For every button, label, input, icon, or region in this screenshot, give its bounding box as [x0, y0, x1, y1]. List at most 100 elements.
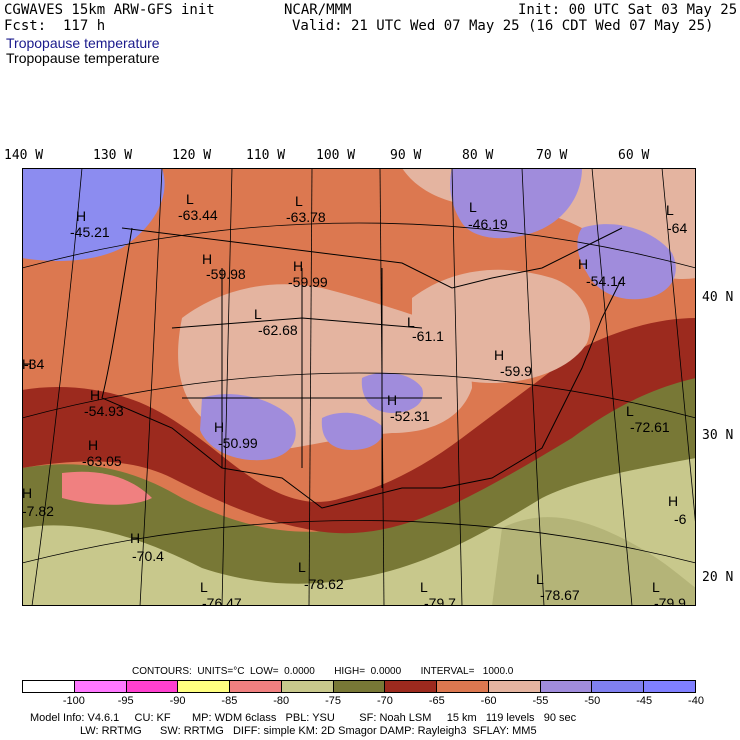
lat-label: 40 N	[702, 290, 734, 305]
extremum-letter: H	[494, 347, 504, 363]
extremum-letter: H	[578, 256, 588, 272]
colorbar-tick-label: -85	[221, 695, 238, 707]
extremum-letter: L	[295, 193, 303, 209]
blue-region	[22, 168, 165, 261]
colorbar-tick-label: -90	[169, 695, 186, 707]
contour-info: CONTOURS: UNITS=°C LOW= 0.0000 HIGH= 0.0…	[132, 666, 514, 677]
extremum-value: -46.19	[468, 216, 508, 232]
colorbar-swatch	[281, 681, 334, 692]
extremum-letter: L	[200, 579, 208, 595]
lavender-region	[321, 412, 383, 450]
extremum-letter: H	[214, 419, 224, 435]
extremum-letter: H	[22, 356, 32, 372]
colorbar-tick-label: -65	[428, 695, 445, 707]
colorbar-swatch	[23, 681, 75, 692]
colorbar-swatch	[178, 681, 231, 692]
extremum-value: -64	[667, 220, 687, 236]
colorbar-swatch	[230, 681, 282, 692]
extremum-value: -63.05	[82, 453, 122, 469]
extremum-letter: H	[76, 208, 86, 224]
extremum-value: -61.1	[412, 328, 444, 344]
extremum-letter: H	[668, 493, 678, 509]
extremum-letter: L	[626, 403, 634, 419]
extremum-value: -70.4	[132, 548, 164, 564]
extremum-value: -34	[24, 356, 44, 372]
extremum-letter: L	[298, 559, 306, 575]
lat-label: 20 N	[702, 570, 734, 585]
colorbar-swatch	[592, 681, 645, 692]
lavender-region	[200, 394, 296, 461]
organization: NCAR/MMM	[284, 2, 352, 18]
map-frame	[22, 168, 696, 606]
extremum-value: -59.98	[206, 266, 246, 282]
colorbar-swatch	[540, 681, 593, 692]
extremum-letter: H	[22, 485, 32, 501]
field-title-secondary: Tropopause temperature	[6, 50, 160, 66]
extremum-value: -59.99	[288, 274, 328, 290]
extremum-value: -54.93	[84, 403, 124, 419]
extrema-labels: H -45.21 L -63.44 L -63.78 L -46.19 L -6…	[22, 191, 687, 606]
lon-label: 80 W	[462, 148, 494, 163]
colorbar-tick-label: -70	[376, 695, 393, 707]
colorbar-tick-label: -100	[62, 695, 85, 707]
model-title: CGWAVES 15km ARW-GFS init	[4, 2, 215, 18]
colorbar-swatch	[385, 681, 438, 692]
lon-label: 90 W	[390, 148, 422, 163]
model-info-line1: Model Info: V4.6.1 CU: KF MP: WDM 6class…	[30, 712, 577, 724]
lavender-region	[361, 372, 423, 413]
extremum-letter: H	[90, 387, 100, 403]
field-title-primary: Tropopause temperature	[6, 35, 160, 51]
extremum-value: -78.62	[304, 576, 344, 592]
extremum-letter: L	[666, 202, 674, 218]
colorbar-tick-label: -55	[532, 695, 549, 707]
extremum-letter: L	[186, 191, 194, 207]
extremum-value: -62.68	[258, 322, 298, 338]
extremum-letter: H	[293, 258, 303, 274]
extremum-value: -7.82	[22, 503, 54, 519]
extremum-letter: L	[420, 579, 428, 595]
extremum-letter: H	[387, 392, 397, 408]
salmon-region	[62, 471, 152, 505]
valid-time: Valid: 21 UTC Wed 07 May 25 (16 CDT Wed …	[292, 18, 714, 34]
colorbar-swatch	[74, 681, 127, 692]
colorbar-swatch	[333, 681, 386, 692]
init-time: Init: 00 UTC Sat 03 May 25	[518, 2, 738, 18]
colorbar-swatch	[437, 681, 489, 692]
colorbar-tick-label: -80	[273, 695, 290, 707]
extremum-value: -52.31	[390, 408, 430, 424]
extremum-value: -79.9	[654, 595, 686, 606]
extremum-value: -45.21	[70, 224, 110, 240]
extremum-value: -54.14	[586, 273, 626, 289]
colorbar-swatch	[488, 681, 541, 692]
lon-label: 110 W	[246, 148, 286, 163]
extremum-value: -78.67	[540, 587, 580, 603]
lon-label: 120 W	[172, 148, 212, 163]
extremum-value: -59.9	[500, 363, 532, 379]
forecast-hour: Fcst: 117 h	[4, 18, 106, 34]
colorbar-swatch	[644, 681, 695, 692]
lat-label: 30 N	[702, 428, 734, 443]
extremum-value: -6	[674, 511, 687, 527]
borders	[101, 227, 623, 509]
extremum-value: -72.61	[630, 419, 670, 435]
extremum-letter: H	[88, 437, 98, 453]
colorbar-tick-label: -45	[636, 695, 653, 707]
extremum-letter: L	[407, 314, 415, 330]
lon-label: 130 W	[93, 148, 133, 163]
colorbar-tick-label: -50	[584, 695, 601, 707]
extremum-value: -79.7	[424, 595, 456, 606]
extremum-value: -50.99	[218, 435, 258, 451]
extremum-letter: L	[469, 199, 477, 215]
extremum-letter: L	[536, 571, 544, 587]
colorbar-tick-label: -75	[325, 695, 342, 707]
extremum-value: -76.47	[202, 595, 242, 606]
tropopause-temperature-map: H -45.21 L -63.44 L -63.78 L -46.19 L -6…	[22, 168, 696, 606]
colorbar-swatch	[126, 681, 179, 692]
extremum-letter: L	[652, 579, 660, 595]
lavender-region	[450, 168, 582, 239]
model-info-line2: LW: RRTMG SW: RRTMG DIFF: simple KM: 2D …	[80, 725, 537, 737]
extremum-value: -63.44	[178, 207, 218, 223]
colorbar-tick-label: -40	[688, 695, 704, 707]
extremum-letter: H	[202, 251, 212, 267]
lon-label: 70 W	[536, 148, 568, 163]
